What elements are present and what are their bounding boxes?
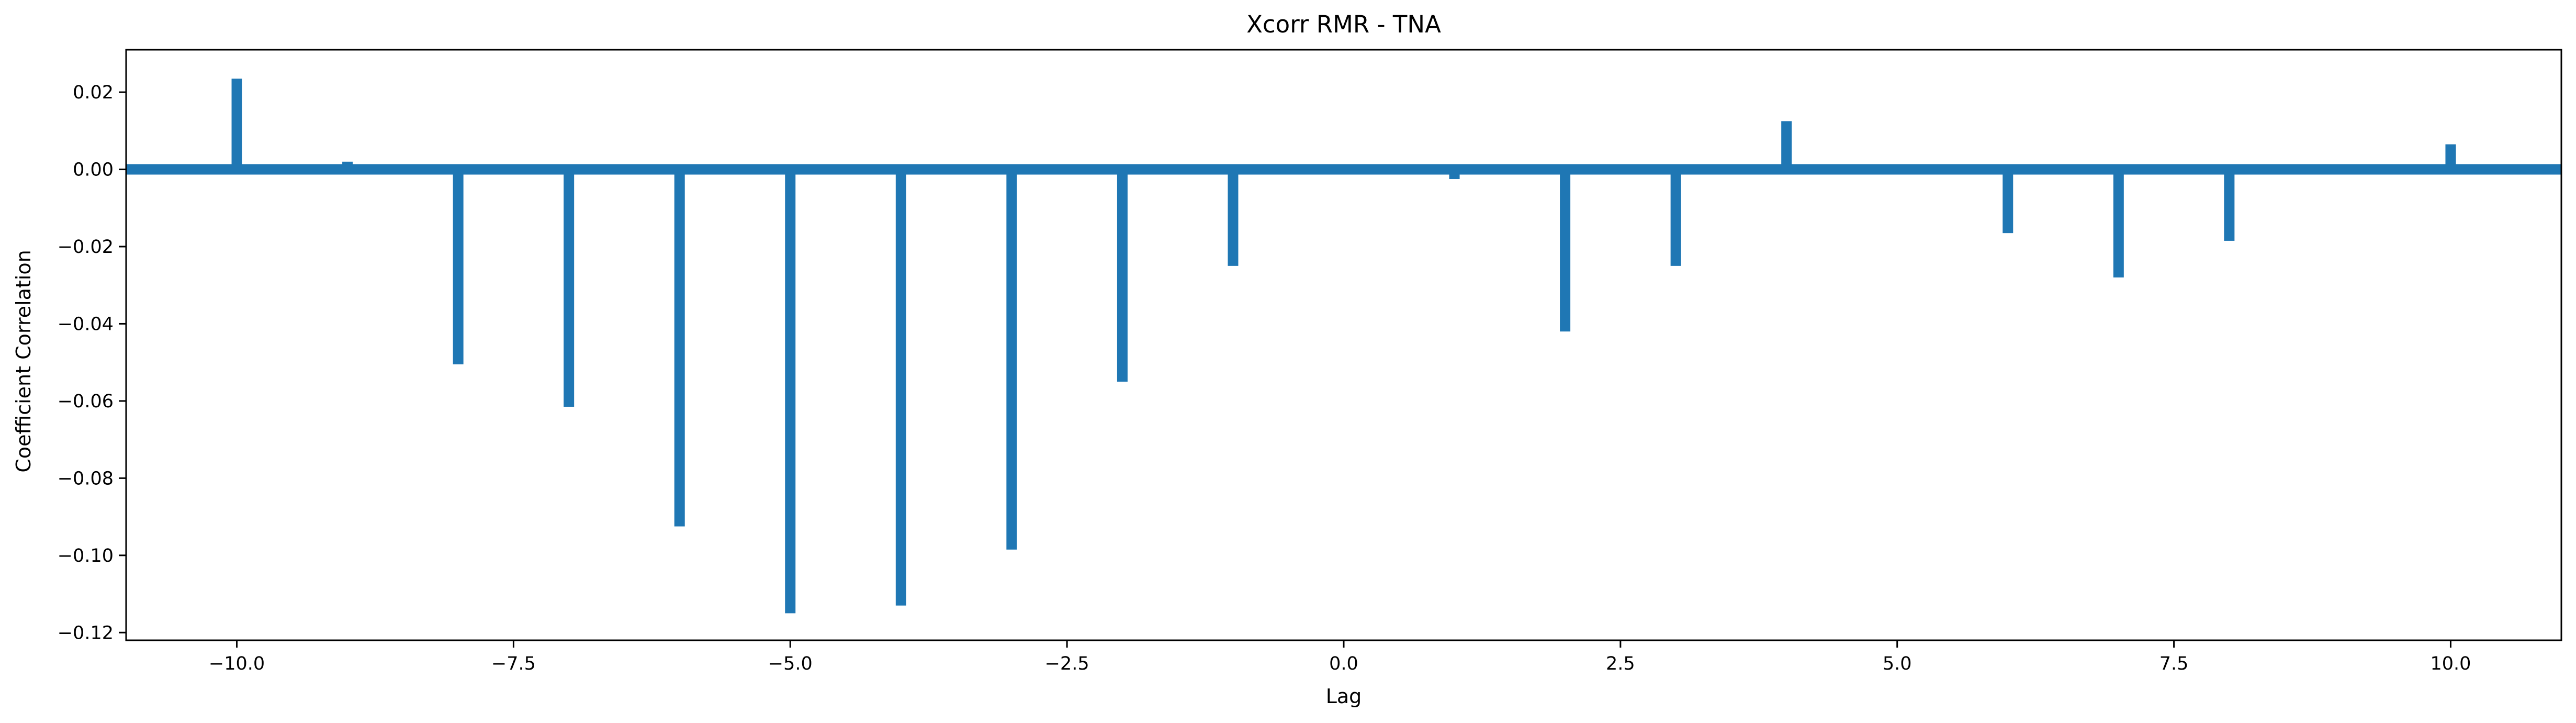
plot-frame [125,49,2562,641]
x-tick-label: −2.5 [1045,653,1089,674]
chart-title: Xcorr RMR - TNA [1246,10,1441,38]
bars-group [231,79,2456,614]
bar-lag--7 [564,169,575,407]
y-axis-label: Coefficient Correlation [12,250,35,472]
y-axis-ticks: 0.02 0.00 −0.02 −0.04 −0.06 −0.08 −0.10 −0.12 [58,82,126,643]
bar-lag--6 [674,169,685,527]
y-tick-label: 0.00 [73,160,114,181]
y-tick-label: −0.06 [58,391,114,412]
bar-lag--2 [1117,169,1128,382]
bar-lag--5 [785,169,796,614]
bar-lag--3 [1006,169,1017,550]
y-tick-label: −0.08 [58,468,114,489]
y-tick-label: −0.12 [58,622,114,643]
y-tick-label: −0.10 [58,546,114,566]
bar-lag-8 [2224,169,2235,241]
x-axis-ticks: −10.0 −7.5 −5.0 −2.5 0.0 2.5 5.0 7.5 10.0 [209,640,2471,674]
x-tick-label: 0.0 [1329,653,1358,674]
x-tick-label: 5.0 [1883,653,1912,674]
x-tick-label: 7.5 [2159,653,2189,674]
x-tick-label: −10.0 [209,653,265,674]
bar-lag-10 [2445,144,2456,170]
bar-lag--4 [895,169,906,606]
bar-lag-3 [1670,169,1681,266]
bar-lag-6 [2003,169,2013,233]
y-tick-label: −0.04 [58,314,114,335]
y-tick-label: 0.02 [73,82,114,103]
x-tick-label: 2.5 [1606,653,1635,674]
bar-lag--10 [231,79,242,170]
bar-lag-4 [1781,121,1792,170]
x-tick-label: −5.0 [768,653,813,674]
bar-lag--1 [1228,169,1239,266]
x-tick-label: 10.0 [2430,653,2471,674]
x-axis-label: Lag [1326,685,1362,708]
bar-lag--8 [453,169,464,364]
x-tick-label: −7.5 [491,653,536,674]
y-tick-label: −0.02 [58,237,114,258]
bar-lag-2 [1560,169,1571,332]
bar-lag-7 [2113,169,2124,277]
